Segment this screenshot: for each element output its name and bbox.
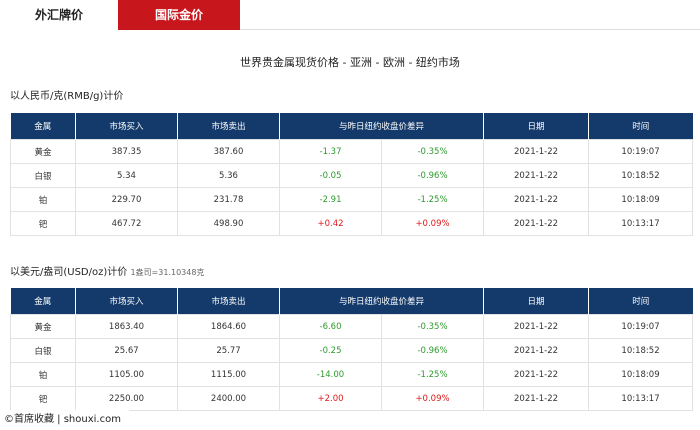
header-metal: 金属 xyxy=(11,288,76,315)
pct-cell: -1.25% xyxy=(382,363,484,387)
sell-cell: 231.78 xyxy=(178,188,280,212)
date-cell: 2021-1-22 xyxy=(484,188,589,212)
buy-cell: 5.34 xyxy=(76,164,178,188)
rmb-unit-text: 以人民币/克(RMB/g)计价 xyxy=(10,91,123,102)
metal-cell: 钯 xyxy=(11,387,76,411)
sell-cell: 5.36 xyxy=(178,164,280,188)
date-cell: 2021-1-22 xyxy=(484,212,589,236)
diff-cell: +2.00 xyxy=(280,387,382,411)
tab-bar: 外汇牌价 国际金价 xyxy=(0,0,700,30)
site-watermark: ©首席收藏 | shouxi.com xyxy=(0,410,129,430)
time-cell: 10:19:07 xyxy=(589,140,693,164)
table-row: 钯 467.72 498.90 +0.42 +0.09% 2021-1-22 1… xyxy=(11,212,693,236)
table-row: 黄金 387.35 387.60 -1.37 -0.35% 2021-1-22 … xyxy=(11,140,693,164)
diff-cell: -0.05 xyxy=(280,164,382,188)
buy-cell: 25.67 xyxy=(76,339,178,363)
time-cell: 10:13:17 xyxy=(589,387,693,411)
pct-cell: -0.96% xyxy=(382,164,484,188)
sell-cell: 1864.60 xyxy=(178,315,280,339)
header-buy: 市场买入 xyxy=(76,288,178,315)
metal-cell: 钯 xyxy=(11,212,76,236)
header-diff: 与昨日纽约收盘价差异 xyxy=(280,288,484,315)
date-cell: 2021-1-22 xyxy=(484,315,589,339)
table-row: 铂 1105.00 1115.00 -14.00 -1.25% 2021-1-2… xyxy=(11,363,693,387)
metal-cell: 黄金 xyxy=(11,315,76,339)
header-date: 日期 xyxy=(484,288,589,315)
page-title: 世界贵金属现货价格 - 亚洲 - 欧洲 - 纽约市场 xyxy=(0,54,700,70)
table-row: 白银 25.67 25.77 -0.25 -0.96% 2021-1-22 10… xyxy=(11,339,693,363)
sell-cell: 2400.00 xyxy=(178,387,280,411)
pct-cell: -0.35% xyxy=(382,140,484,164)
pct-cell: -0.35% xyxy=(382,315,484,339)
header-sell: 市场卖出 xyxy=(178,288,280,315)
usd-unit-text: 以美元/盎司(USD/oz)计价 xyxy=(10,267,127,278)
time-cell: 10:18:09 xyxy=(589,188,693,212)
table-header-row: 金属 市场买入 市场卖出 与昨日纽约收盘价差异 日期 时间 xyxy=(11,288,693,315)
buy-cell: 229.70 xyxy=(76,188,178,212)
time-cell: 10:18:09 xyxy=(589,363,693,387)
pct-cell: -1.25% xyxy=(382,188,484,212)
header-sell: 市场卖出 xyxy=(178,113,280,140)
buy-cell: 387.35 xyxy=(76,140,178,164)
ounce-conversion-note: 1盎司=31.10348克 xyxy=(130,268,204,277)
tab-international-gold[interactable]: 国际金价 xyxy=(118,0,240,30)
diff-cell: -0.25 xyxy=(280,339,382,363)
time-cell: 10:18:52 xyxy=(589,339,693,363)
buy-cell: 2250.00 xyxy=(76,387,178,411)
rmb-price-table: 金属 市场买入 市场卖出 与昨日纽约收盘价差异 日期 时间 黄金 387.35 … xyxy=(10,113,693,236)
header-diff: 与昨日纽约收盘价差异 xyxy=(280,113,484,140)
rmb-unit-label: 以人民币/克(RMB/g)计价 xyxy=(10,87,123,102)
diff-cell: -6.60 xyxy=(280,315,382,339)
metal-cell: 铂 xyxy=(11,188,76,212)
date-cell: 2021-1-22 xyxy=(484,339,589,363)
usd-price-table: 金属 市场买入 市场卖出 与昨日纽约收盘价差异 日期 时间 黄金 1863.40… xyxy=(10,288,693,411)
pct-cell: +0.09% xyxy=(382,212,484,236)
table-row: 白银 5.34 5.36 -0.05 -0.96% 2021-1-22 10:1… xyxy=(11,164,693,188)
table-header-row: 金属 市场买入 市场卖出 与昨日纽约收盘价差异 日期 时间 xyxy=(11,113,693,140)
sell-cell: 1115.00 xyxy=(178,363,280,387)
sell-cell: 25.77 xyxy=(178,339,280,363)
tab-forex-rates[interactable]: 外汇牌价 xyxy=(0,0,118,30)
header-date: 日期 xyxy=(484,113,589,140)
metal-cell: 白银 xyxy=(11,339,76,363)
usd-unit-label: 以美元/盎司(USD/oz)计价 1盎司=31.10348克 xyxy=(10,263,204,278)
buy-cell: 467.72 xyxy=(76,212,178,236)
header-metal: 金属 xyxy=(11,113,76,140)
table-row: 黄金 1863.40 1864.60 -6.60 -0.35% 2021-1-2… xyxy=(11,315,693,339)
diff-cell: -14.00 xyxy=(280,363,382,387)
metal-cell: 白银 xyxy=(11,164,76,188)
header-time: 时间 xyxy=(589,113,693,140)
sell-cell: 498.90 xyxy=(178,212,280,236)
time-cell: 10:13:17 xyxy=(589,212,693,236)
date-cell: 2021-1-22 xyxy=(484,164,589,188)
pct-cell: +0.09% xyxy=(382,387,484,411)
table-row: 钯 2250.00 2400.00 +2.00 +0.09% 2021-1-22… xyxy=(11,387,693,411)
metal-cell: 黄金 xyxy=(11,140,76,164)
time-cell: 10:19:07 xyxy=(589,315,693,339)
metal-cell: 铂 xyxy=(11,363,76,387)
table-row: 铂 229.70 231.78 -2.91 -1.25% 2021-1-22 1… xyxy=(11,188,693,212)
pct-cell: -0.96% xyxy=(382,339,484,363)
diff-cell: -2.91 xyxy=(280,188,382,212)
diff-cell: +0.42 xyxy=(280,212,382,236)
header-buy: 市场买入 xyxy=(76,113,178,140)
date-cell: 2021-1-22 xyxy=(484,140,589,164)
header-time: 时间 xyxy=(589,288,693,315)
buy-cell: 1863.40 xyxy=(76,315,178,339)
time-cell: 10:18:52 xyxy=(589,164,693,188)
buy-cell: 1105.00 xyxy=(76,363,178,387)
sell-cell: 387.60 xyxy=(178,140,280,164)
date-cell: 2021-1-22 xyxy=(484,387,589,411)
date-cell: 2021-1-22 xyxy=(484,363,589,387)
diff-cell: -1.37 xyxy=(280,140,382,164)
